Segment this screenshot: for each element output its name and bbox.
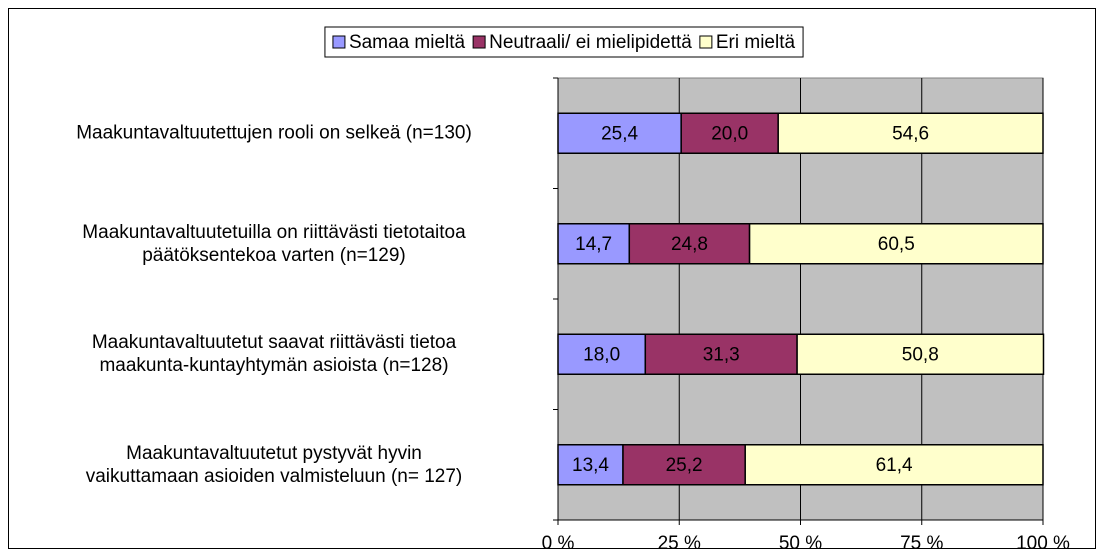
- bar-segment: [644, 333, 798, 375]
- data-label: 20,0: [711, 123, 748, 144]
- data-label: 13,4: [572, 455, 609, 476]
- legend-label: Samaa mieltä: [349, 32, 466, 53]
- x-tick-label: 100 %: [1016, 533, 1070, 550]
- data-label: 54,6: [892, 123, 929, 144]
- data-label: 18,0: [583, 344, 620, 365]
- legend-label: Eri mieltä: [716, 32, 796, 53]
- legend: [324, 26, 804, 58]
- data-label: 60,5: [878, 234, 915, 255]
- data-label: 50,8: [902, 344, 939, 365]
- x-tick-label: 75 %: [900, 533, 943, 550]
- y-tick-label: Maakuntavaltuutetut saavat riittävästi t…: [91, 332, 457, 377]
- bar-segment: [557, 444, 624, 486]
- data-label: 61,4: [876, 455, 913, 476]
- data-label: 25,2: [666, 455, 703, 476]
- x-tick-label: 0 %: [542, 533, 575, 550]
- legend-label: Neutraali/ ei mielipidettä: [489, 32, 692, 53]
- legend-swatch: [332, 35, 346, 49]
- data-label: 24,8: [671, 234, 708, 255]
- bar-segment: [557, 223, 631, 265]
- legend-swatch: [699, 35, 713, 49]
- bar-segment: [622, 444, 746, 486]
- bar-segment: [796, 333, 1045, 375]
- data-label: 14,7: [575, 234, 612, 255]
- y-tick-label: Maakuntavaltuutetut pystyvät hyvin vaiku…: [85, 442, 463, 487]
- bar-segment: [557, 333, 647, 375]
- x-tick-label: 25 %: [658, 533, 701, 550]
- x-tick-label: 50 %: [779, 533, 822, 550]
- data-label: 25,4: [601, 123, 638, 144]
- data-label: 31,3: [703, 344, 740, 365]
- bar-segment: [680, 112, 779, 154]
- y-tick-label: Maakuntavaltuutetuilla on riittävästi ti…: [82, 221, 466, 266]
- y-tick-label: Maakuntavaltuutettujen rooli on selkeä (…: [76, 122, 472, 144]
- bar-segment: [777, 112, 1044, 154]
- legend-swatch: [472, 35, 486, 49]
- bar-segment: [744, 444, 1044, 486]
- bar-segment: [748, 223, 1044, 265]
- bar-segment: [628, 223, 751, 265]
- bar-segment: [557, 112, 682, 154]
